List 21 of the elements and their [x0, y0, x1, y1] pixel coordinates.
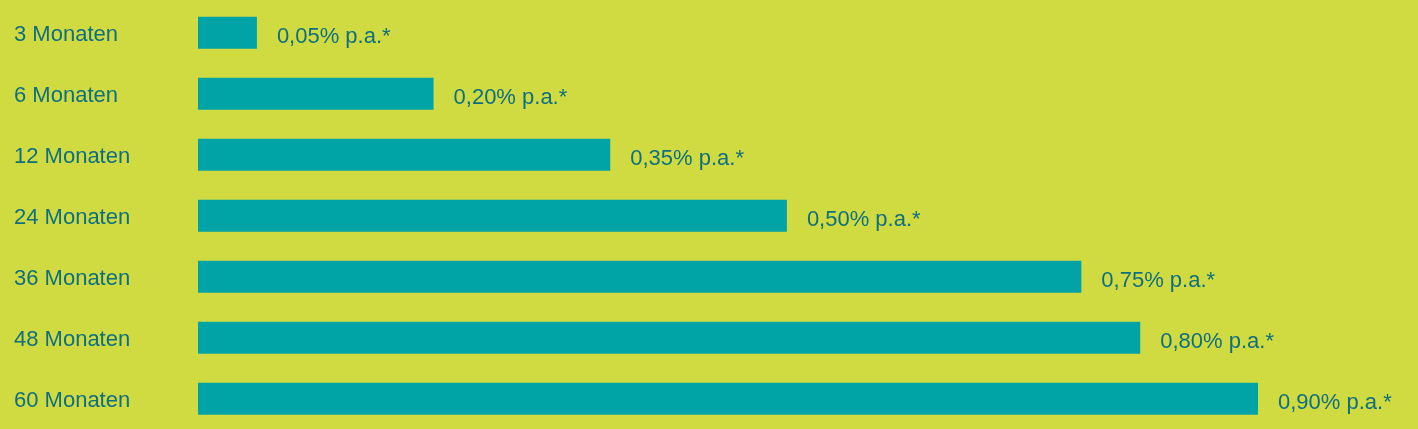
data-label: 0,05% p.a.* [276, 22, 392, 48]
y-tick-label: 3 Monaten [14, 20, 118, 46]
data-label: 0,80% p.a.* [1160, 327, 1275, 353]
data-label: 0,20% p.a.* [453, 83, 568, 109]
data-label: 0,90% p.a.* [1278, 388, 1393, 414]
bar [198, 260, 1082, 293]
y-tick-label: 24 Monaten [14, 203, 131, 229]
y-tick-label: 48 Monaten [14, 325, 131, 351]
bar [198, 16, 257, 49]
y-tick-label: 6 Monaten [14, 81, 118, 107]
bar [198, 199, 787, 232]
y-tick-label: 36 Monaten [14, 264, 131, 290]
bar [198, 321, 1141, 354]
bar [198, 382, 1258, 415]
data-label: 0,75% p.a.* [1101, 266, 1216, 292]
y-tick-label: 60 Monaten [14, 386, 131, 412]
bar [198, 138, 611, 171]
bar [198, 77, 434, 110]
data-label: 0,35% p.a.* [630, 144, 745, 170]
y-tick-label: 12 Monaten [14, 142, 131, 168]
data-label: 0,50% p.a.* [806, 205, 922, 231]
